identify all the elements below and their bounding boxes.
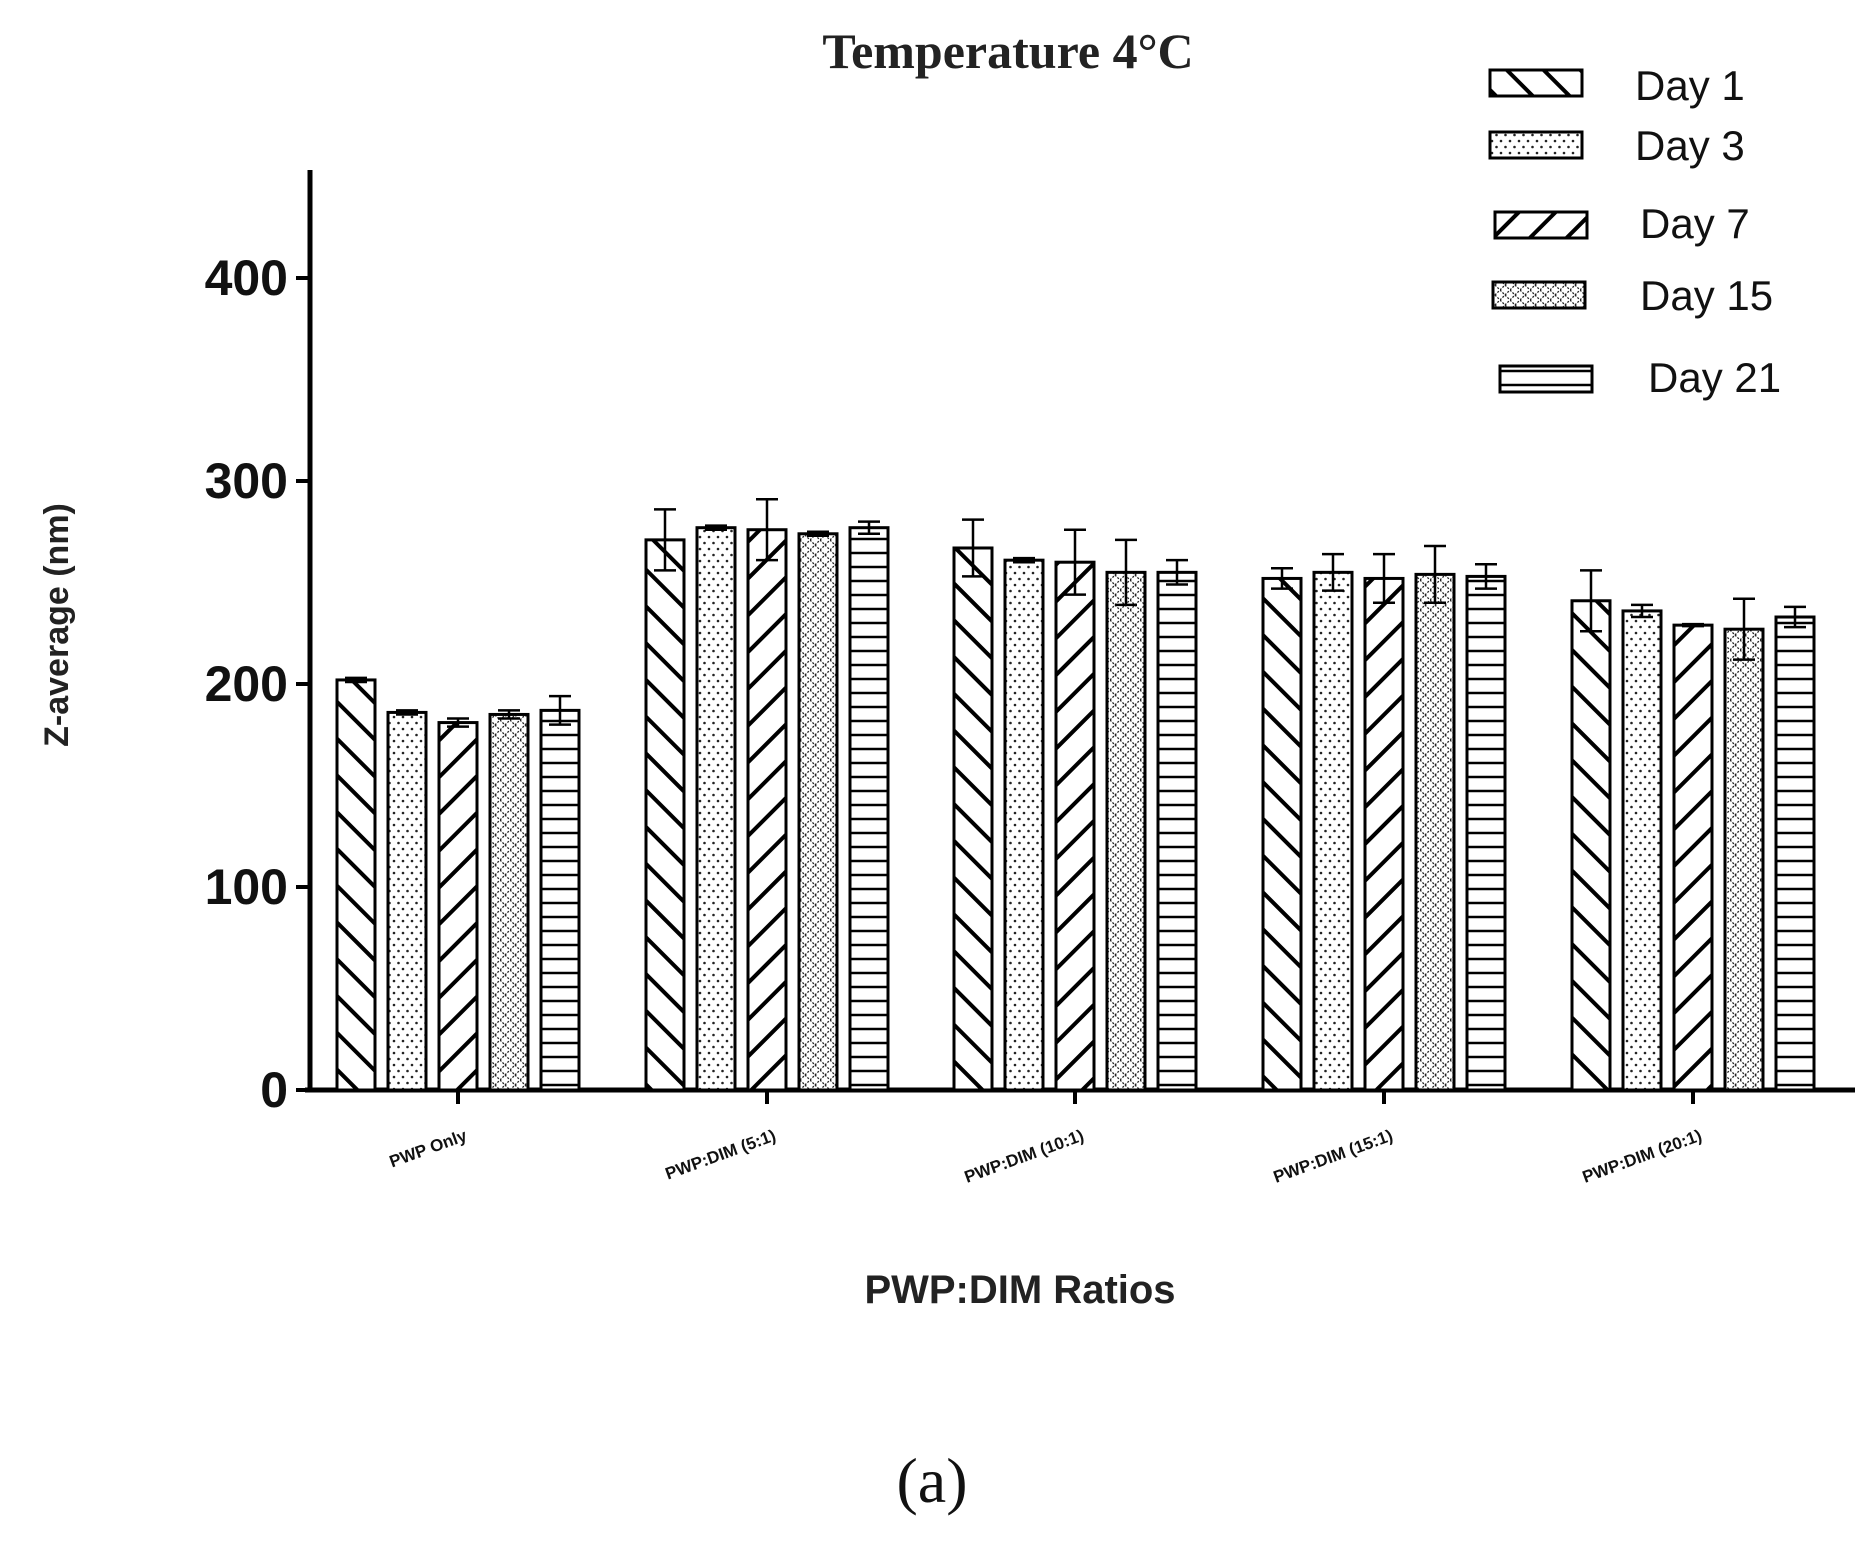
error-bar (1424, 544, 1446, 605)
y-tick-label: 0 (260, 1062, 288, 1118)
legend-swatch (1498, 364, 1594, 394)
error-bar (1271, 567, 1293, 590)
bar-day-1-4 (1570, 599, 1612, 1092)
error-bar (1013, 556, 1035, 564)
error-bar (1682, 622, 1704, 628)
bar-day-3-2 (1003, 558, 1045, 1092)
error-bar (1166, 558, 1188, 586)
x-tick-label: PWP:DIM (5:1) (663, 1126, 779, 1184)
legend-item-day-15: Day 15 (1491, 272, 1773, 319)
error-bar (1784, 605, 1806, 629)
x-tick-label: PWP:DIM (20:1) (1580, 1126, 1705, 1187)
error-bar (1322, 552, 1344, 592)
bar-day-1-2 (952, 546, 994, 1092)
error-bar (807, 530, 829, 538)
bar-day-15-2 (1105, 570, 1147, 1092)
bar-day-1-1 (644, 538, 686, 1092)
error-bar (345, 676, 367, 684)
bar-day-7-2 (1054, 560, 1096, 1092)
bar-day-3-0 (386, 710, 428, 1092)
error-bar (1115, 538, 1137, 607)
y-axis-label: Z-average (nm) (38, 503, 76, 747)
legend-swatch (1493, 210, 1589, 240)
legend-label: Day 7 (1640, 200, 1750, 247)
bar-day-3-1 (695, 526, 737, 1092)
legend-item-day-1: Day 1 (1488, 62, 1745, 109)
bar-day-7-3 (1363, 576, 1405, 1092)
x-tick-label: PWP:DIM (10:1) (962, 1126, 1087, 1187)
bar-day-15-0 (488, 712, 530, 1092)
legend-item-day-7: Day 7 (1493, 200, 1750, 247)
x-tick-label: PWP:DIM (15:1) (1271, 1126, 1396, 1187)
error-bar (756, 498, 778, 562)
x-axis-ticks: PWP Only PWP:DIM (5:1) PWP:DIM (10:1) PWP:D… (387, 1090, 1705, 1187)
error-bar (447, 717, 469, 728)
bar-day-1-3 (1261, 576, 1303, 1092)
legend-swatch (1488, 130, 1584, 160)
bar-day-15-3 (1414, 572, 1456, 1092)
y-axis-ticks: 0 100 200 300 400 (205, 250, 310, 1118)
error-bar (858, 520, 880, 536)
error-bars-layer (345, 498, 1806, 728)
error-bar (654, 508, 676, 572)
x-axis-label: PWP:DIM Ratios (864, 1268, 1175, 1312)
legend-item-day-3: Day 3 (1488, 122, 1745, 169)
bar-day-21-4 (1774, 615, 1816, 1092)
figure-caption: (a) (896, 1445, 967, 1516)
error-bar (1064, 528, 1086, 596)
bar-day-21-3 (1465, 574, 1507, 1092)
x-tick-label: PWP Only (387, 1126, 470, 1172)
bar-day-1-0 (335, 678, 377, 1092)
legend-label: Day 3 (1635, 122, 1745, 169)
bar-day-3-3 (1312, 570, 1354, 1092)
legend-label: Day 1 (1635, 62, 1745, 109)
legend: Day 1 Day 3 Day 7 Day 15 Day 21 (1488, 62, 1781, 401)
legend-item-day-21: Day 21 (1498, 354, 1781, 401)
bar-day-15-4 (1723, 627, 1765, 1092)
bar-day-21-0 (539, 708, 581, 1092)
bars-layer (335, 526, 1816, 1092)
chart-title: Temperature 4°C (822, 23, 1193, 79)
error-bar (1373, 552, 1395, 605)
y-tick-label: 400 (205, 250, 288, 306)
error-bar (396, 709, 418, 716)
bar-day-15-1 (797, 532, 839, 1092)
y-tick-label: 200 (205, 656, 288, 712)
y-tick-label: 300 (205, 453, 288, 509)
legend-swatch (1488, 68, 1584, 98)
error-bar (498, 709, 520, 720)
legend-label: Day 21 (1648, 354, 1781, 401)
bar-day-3-4 (1621, 609, 1663, 1092)
error-bar (1475, 562, 1497, 590)
bar-day-7-0 (437, 721, 479, 1092)
y-tick-label: 100 (205, 859, 288, 915)
bar-day-21-1 (848, 526, 890, 1092)
error-bar (962, 518, 984, 578)
legend-swatch (1491, 280, 1587, 310)
legend-label: Day 15 (1640, 272, 1773, 319)
bar-day-7-1 (746, 528, 788, 1092)
error-bar (1733, 597, 1755, 661)
error-bar (705, 524, 727, 531)
error-bar (1631, 603, 1653, 619)
error-bar (549, 694, 571, 726)
bar-day-21-2 (1156, 570, 1198, 1092)
error-bar (1580, 569, 1602, 633)
bar-day-7-4 (1672, 623, 1714, 1092)
